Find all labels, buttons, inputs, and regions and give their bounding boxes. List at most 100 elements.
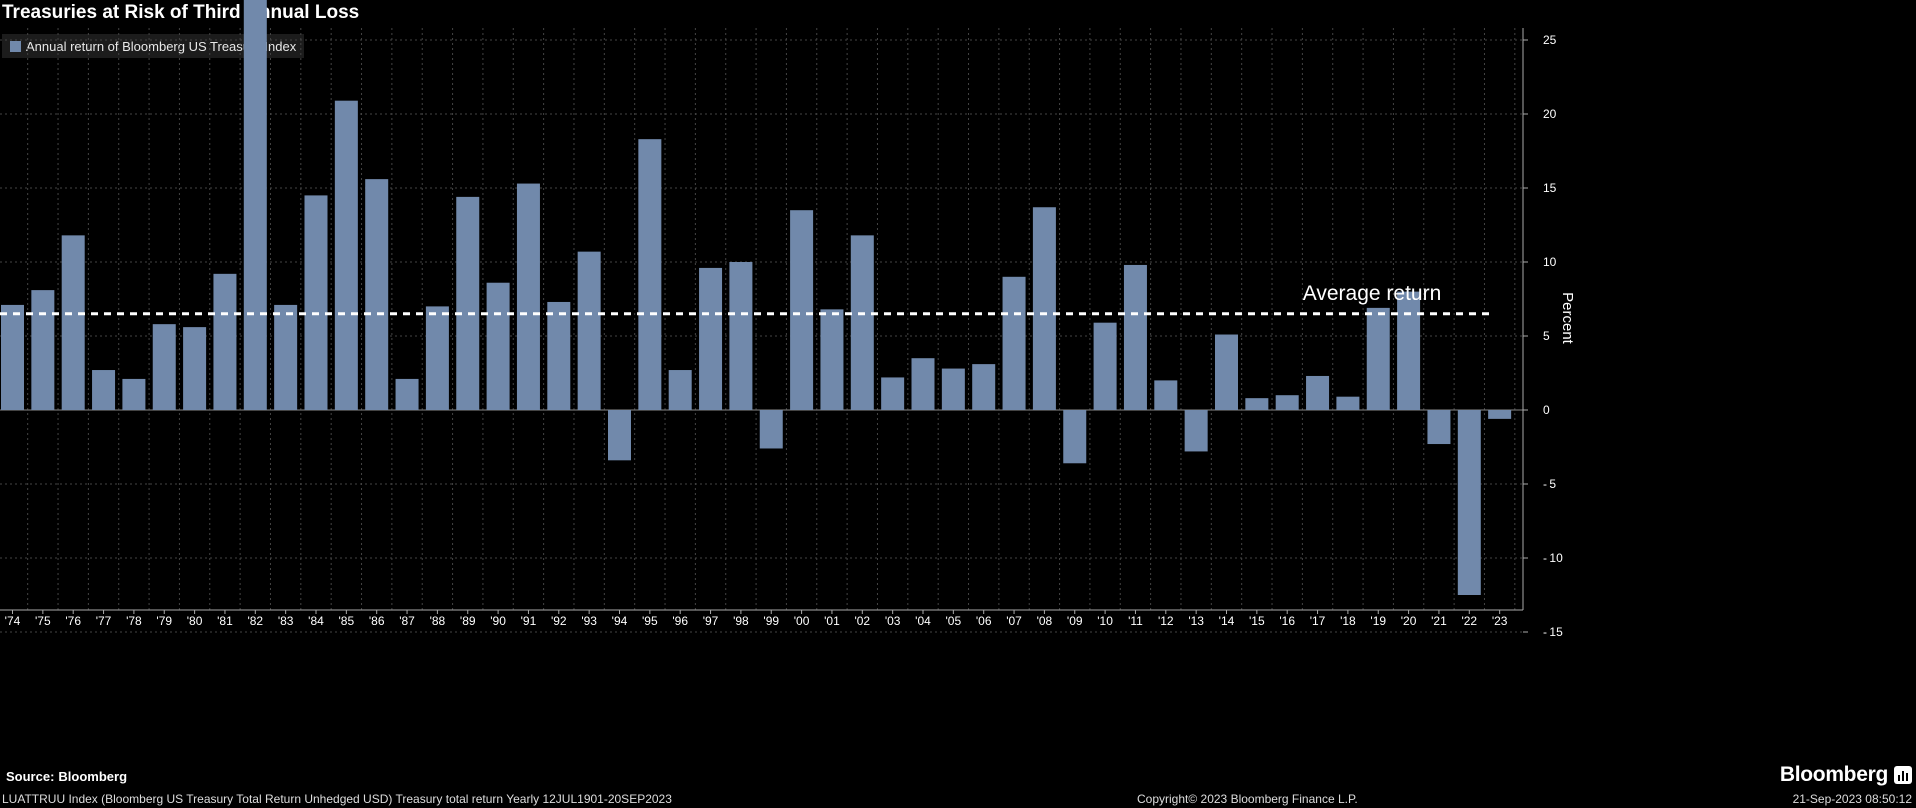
bar-93 xyxy=(577,251,601,410)
source: Source: Bloomberg xyxy=(6,769,127,784)
x-tick-label: '84 xyxy=(308,614,324,628)
x-tick-label: '09 xyxy=(1067,614,1083,628)
bar-05 xyxy=(941,368,965,410)
legend-swatch xyxy=(10,40,21,52)
x-tick-label: '13 xyxy=(1188,614,1204,628)
x-tick-label: '89 xyxy=(460,614,476,628)
y-tick-label: - 5 xyxy=(1543,477,1556,491)
bar-14 xyxy=(1215,334,1238,410)
brand-name: Bloomberg xyxy=(1779,763,1888,786)
bar-18 xyxy=(1336,396,1360,410)
x-tick-label: '91 xyxy=(521,614,537,628)
bar-chart: Average return '74'75'76'77'78'79'80'81 '… xyxy=(0,0,1576,639)
bloomberg-chart-icon xyxy=(1894,766,1912,784)
bar-83 xyxy=(274,304,298,410)
y-tick-label: - 10 xyxy=(1543,551,1563,565)
bar-89 xyxy=(456,196,480,410)
bar-95 xyxy=(638,139,662,410)
x-tick-label: '15 xyxy=(1249,614,1265,628)
x-tick-label: '74 xyxy=(5,614,21,628)
bars xyxy=(1,0,1512,595)
y-tick-label: - 15 xyxy=(1543,625,1563,639)
x-tick-label: '98 xyxy=(733,614,749,628)
bar-08 xyxy=(1032,207,1056,410)
average-return-label: Average return xyxy=(1303,282,1442,305)
bar-16 xyxy=(1275,395,1299,410)
y-tick-label: 25 xyxy=(1543,33,1557,47)
x-tick-label: '17 xyxy=(1310,614,1326,628)
bar-82 xyxy=(243,0,267,411)
axes: '74 '75 '76 '77 '78 '79 '80 '81 '82 '83 '84 '85 '86 '… xyxy=(0,28,1576,639)
bar-98 xyxy=(729,262,753,410)
bar-78 xyxy=(122,378,146,410)
bar-92 xyxy=(547,301,571,410)
x-tick-label: '23 xyxy=(1492,614,1508,628)
bar-20 xyxy=(1397,291,1421,410)
bar-81 xyxy=(213,273,237,410)
x-tick-label: '21 xyxy=(1431,614,1447,628)
x-tick-label: '19 xyxy=(1370,614,1386,628)
bar-00 xyxy=(790,210,814,410)
x-tick-label: '08 xyxy=(1037,614,1053,628)
x-tick-label: '10 xyxy=(1097,614,1113,628)
bar-11 xyxy=(1123,264,1147,410)
chart-title: Treasuries at Risk of Third Annual Loss xyxy=(2,2,360,23)
bar-86 xyxy=(365,179,389,410)
average-return-line: Average return xyxy=(0,282,1495,316)
footer-copyright: Copyright© 2023 Bloomberg Finance L.P. xyxy=(1137,792,1358,806)
y-tick-label: 20 xyxy=(1543,107,1557,121)
y-tick-label: 10 xyxy=(1543,255,1557,269)
y-tick-label: 15 xyxy=(1543,181,1557,195)
x-tick-label: '92 xyxy=(551,614,567,628)
footer-ticker-info: LUATTRUU Index (Bloomberg US Treasury To… xyxy=(2,792,672,806)
bar-74 xyxy=(1,304,24,410)
x-tick-label: '77 xyxy=(96,614,112,628)
x-tick-label: '18 xyxy=(1340,614,1356,628)
x-tick-label: '81 xyxy=(217,614,233,628)
bar-88 xyxy=(425,306,449,410)
bar-03 xyxy=(881,377,905,410)
x-tick-label: '75 xyxy=(35,614,51,628)
bar-06 xyxy=(972,364,996,410)
x-tick-label: '94 xyxy=(612,614,628,628)
bar-13 xyxy=(1184,410,1208,452)
bar-10 xyxy=(1093,322,1117,410)
x-tick-label: '95 xyxy=(642,614,658,628)
source-label: Source: xyxy=(6,769,55,784)
x-tick-label: '16 xyxy=(1279,614,1295,628)
bar-12 xyxy=(1154,380,1178,410)
bar-94 xyxy=(608,410,631,461)
bar-99 xyxy=(759,410,783,449)
x-tick-label: '88 xyxy=(430,614,446,628)
bar-75 xyxy=(31,290,55,410)
x-tick-label: '03 xyxy=(885,614,901,628)
gridlines xyxy=(0,28,1523,633)
bar-04 xyxy=(911,358,935,410)
bar-76 xyxy=(61,235,85,410)
x-tick-label: '97 xyxy=(703,614,719,628)
source-value: Bloomberg xyxy=(58,769,128,784)
bar-80 xyxy=(183,327,207,410)
bloomberg-logo: Bloomberg xyxy=(1780,763,1912,787)
bar-23 xyxy=(1488,410,1512,419)
bar-02 xyxy=(850,235,874,410)
x-tick-label: '00 xyxy=(794,614,810,628)
bar-07 xyxy=(1002,276,1026,410)
x-tick-label: '78 xyxy=(126,614,142,628)
x-tick-label: '79 xyxy=(156,614,172,628)
x-tick-label: '99 xyxy=(763,614,779,628)
x-tick-label: '11 xyxy=(1128,614,1143,628)
x-tick-label: '05 xyxy=(946,614,962,628)
bar-77 xyxy=(92,370,116,410)
bar-79 xyxy=(152,324,176,410)
x-tick-label: '06 xyxy=(976,614,992,628)
x-tick-label: '01 xyxy=(824,614,840,628)
x-tick-label: '12 xyxy=(1158,614,1174,628)
x-tick-label: '90 xyxy=(490,614,506,628)
x-tick-label: '14 xyxy=(1219,614,1235,628)
bar-90 xyxy=(486,282,510,410)
bar-01 xyxy=(820,309,844,410)
bar-84 xyxy=(304,195,328,410)
bar-09 xyxy=(1063,410,1087,464)
legend-label: Annual return of Bloomberg US Treasury I… xyxy=(26,38,297,54)
